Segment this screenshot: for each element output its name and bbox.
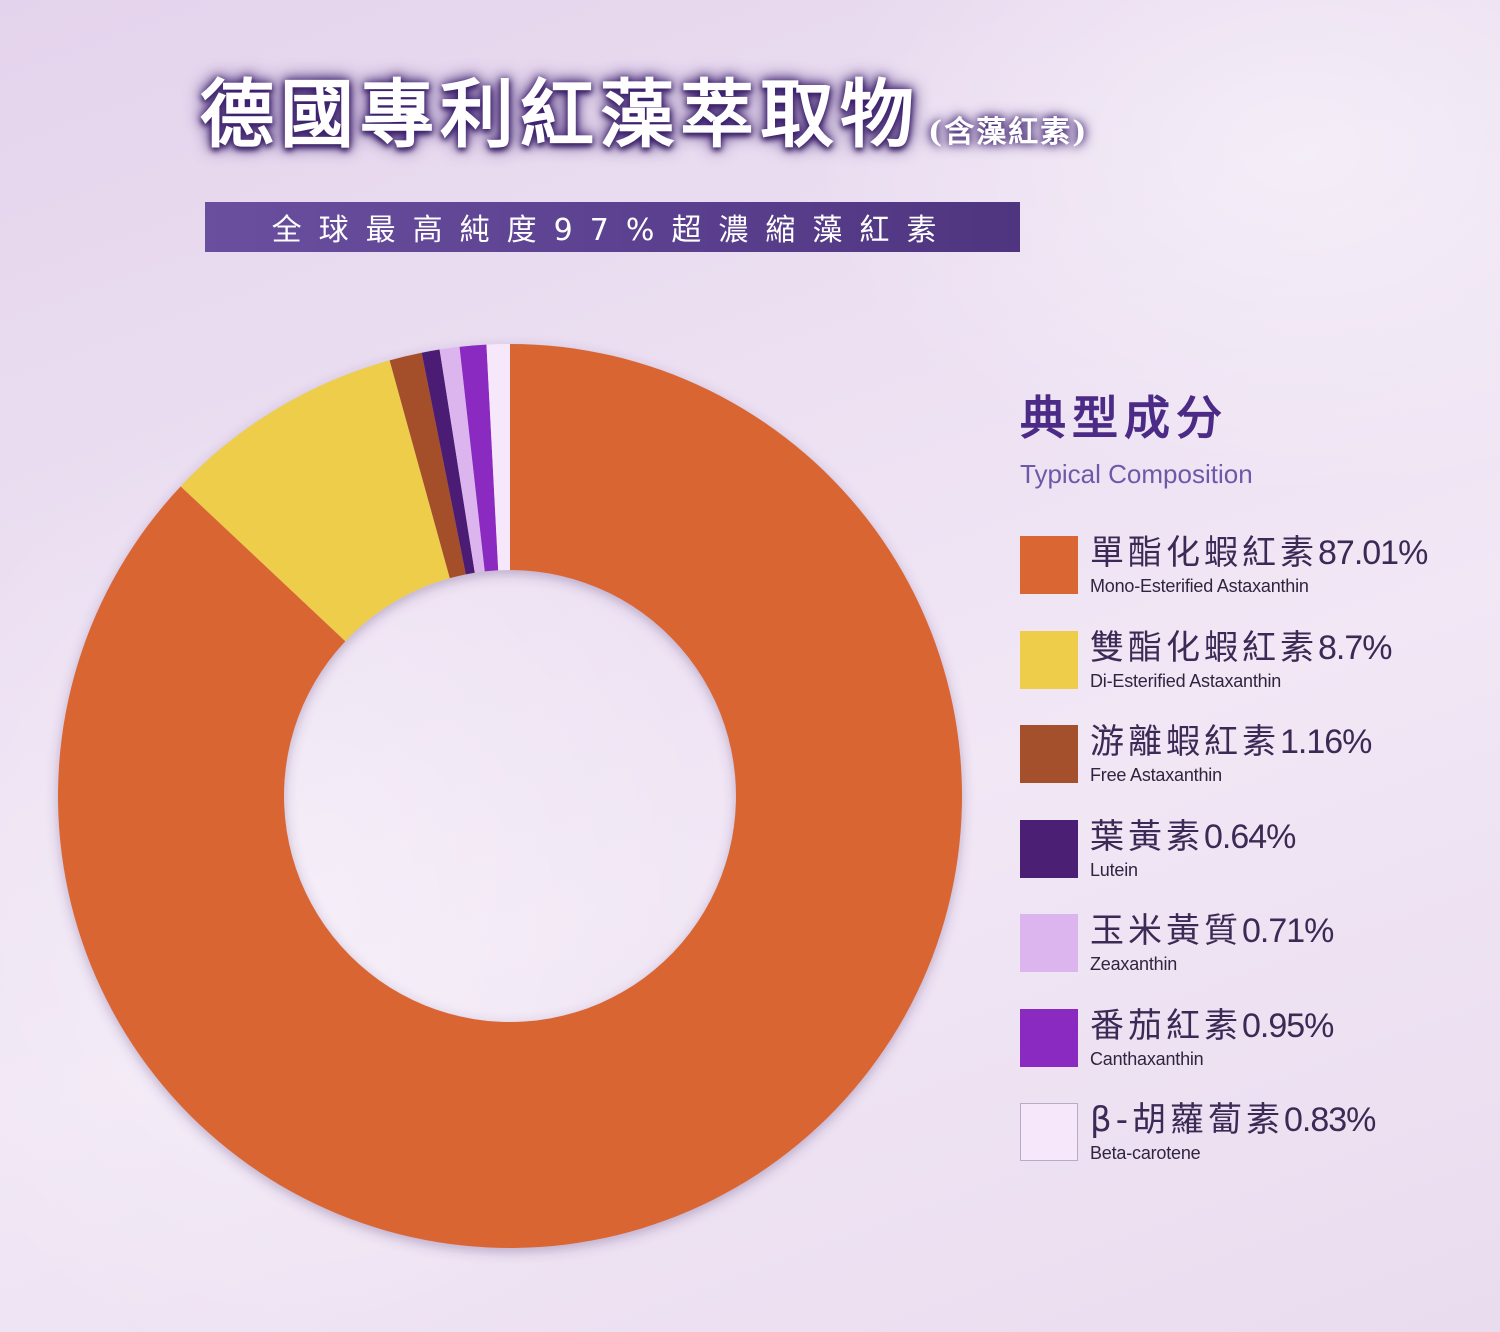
- donut-slices: [57, 344, 963, 1248]
- legend-item-mono: 單酯化蝦紅素 87.01% Mono-Esterified Astaxanthi…: [1020, 536, 1480, 598]
- title-main: 德國專利紅藻萃取物: [200, 72, 920, 158]
- legend-list: 單酯化蝦紅素 87.01% Mono-Esterified Astaxanthi…: [1020, 536, 1480, 1165]
- slice-zeaxanthin: [439, 346, 485, 573]
- legend-swatch: [1020, 536, 1078, 594]
- legend-item-canthaxanthin: 番茄紅素 0.95% Canthaxanthin: [1020, 1005, 1480, 1071]
- slice-mono-esterified: [57, 344, 963, 1248]
- legend-title: 典型成分: [1020, 391, 1228, 445]
- legend-label-zh: 游離蝦紅素: [1090, 722, 1280, 762]
- legend-item-beta-carotene: β-胡蘿蔔素 0.83% Beta-carotene: [1020, 1103, 1480, 1165]
- subtitle-text: 全球最高純度97%超濃縮藻紅素: [271, 213, 954, 248]
- legend-item-zeaxanthin: 玉米黃質 0.71% Zeaxanthin: [1020, 914, 1480, 976]
- legend-percent: 8.7%: [1318, 628, 1392, 667]
- legend-label-en: Mono-Esterified Astaxanthin: [1090, 576, 1309, 596]
- legend-swatch: [1020, 630, 1078, 689]
- legend-item-free: 游離蝦紅素 1.16% Free Astaxanthin: [1020, 725, 1480, 787]
- legend-percent: 0.83%: [1283, 1101, 1376, 1139]
- slice-free-astaxanthin: [389, 352, 466, 579]
- legend-swatch: [1020, 1103, 1078, 1161]
- legend-item-di: 雙酯化蝦紅素 8.7% Di-Esterified Astaxanthin: [1020, 627, 1480, 693]
- legend-swatch: [1020, 725, 1078, 783]
- legend-percent: 0.95%: [1242, 1006, 1334, 1045]
- legend-label-zh: 葉黃素: [1090, 816, 1204, 857]
- legend-label-zh: 雙酯化蝦紅素: [1090, 627, 1318, 668]
- slice-lutein: [421, 349, 475, 575]
- slice-canthaxanthin: [459, 344, 499, 572]
- legend-label-zh: 玉米黃質: [1090, 911, 1242, 951]
- slice-di-esterified: [180, 360, 450, 642]
- title-suffix: (含藻紅素): [928, 115, 1089, 150]
- legend-label-en: Di-Esterified Astaxanthin: [1090, 670, 1282, 691]
- legend-percent: 87.01%: [1318, 534, 1428, 572]
- legend-label-zh: 番茄紅素: [1090, 1005, 1242, 1046]
- legend-label-en: Lutein: [1090, 859, 1138, 880]
- legend-label-zh: β-胡蘿蔔素: [1090, 1100, 1284, 1140]
- legend-item-lutein: 葉黃素 0.64% Lutein: [1020, 816, 1480, 882]
- legend-title-en: Typical Composition: [1020, 459, 1253, 489]
- legend-percent: 1.16%: [1280, 723, 1372, 761]
- legend-label-en: Beta-carotene: [1090, 1143, 1201, 1163]
- subtitle-banner: 全球最高純度97%超濃縮藻紅素: [205, 202, 1020, 252]
- legend: 典型成分 Typical Composition 單酯化蝦紅素 87.01% M…: [1020, 395, 1480, 1198]
- legend-label-en: Free Astaxanthin: [1090, 765, 1222, 785]
- legend-label-en: Zeaxanthin: [1090, 954, 1178, 974]
- legend-swatch: [1020, 1008, 1078, 1067]
- legend-percent: 0.64%: [1204, 817, 1296, 856]
- legend-percent: 0.71%: [1242, 912, 1334, 950]
- legend-label-en: Canthaxanthin: [1090, 1048, 1204, 1069]
- page-title: 德國專利紅藻萃取物 (含藻紅素): [200, 78, 1088, 152]
- legend-swatch: [1020, 914, 1078, 972]
- legend-label-zh: 單酯化蝦紅素: [1090, 533, 1318, 573]
- legend-swatch: [1020, 819, 1078, 878]
- slice-beta-carotene: [486, 344, 510, 571]
- donut-chart: [57, 344, 963, 1248]
